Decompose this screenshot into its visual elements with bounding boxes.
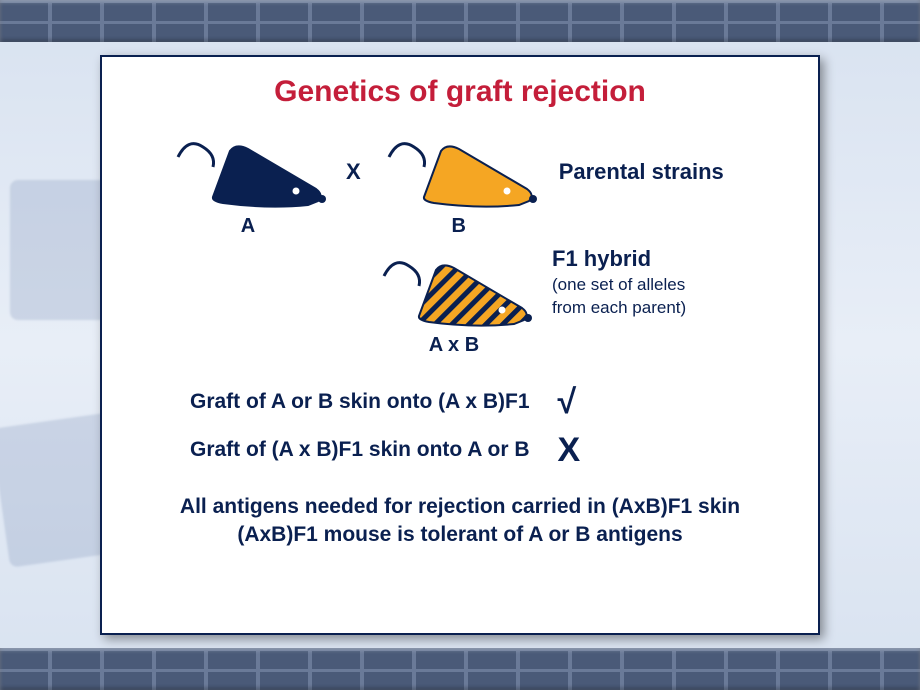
parental-cross-row: A X B Parental strains	[168, 127, 790, 238]
graft-text-1: Graft of A or B skin onto (A x B)F1	[190, 390, 530, 414]
mouse-hybrid-block: A x B	[374, 246, 534, 357]
mouse-eye	[499, 307, 506, 314]
graft-line-2: Graft of (A x B)F1 skin onto A or B X	[190, 433, 790, 467]
mouse-hybrid-label: A x B	[429, 334, 479, 357]
graft-line-1: Graft of A or B skin onto (A x B)F1 √	[190, 385, 790, 419]
mouse-body	[419, 265, 527, 325]
cross-symbol: X	[346, 159, 361, 185]
check-mark-icon: √	[558, 385, 577, 419]
conclusion-block: All antigens needed for rejection carrie…	[130, 493, 790, 550]
mouse-eye	[293, 188, 300, 195]
hybrid-subtext-2: from each parent)	[552, 297, 686, 318]
mouse-a-block: A	[168, 127, 328, 238]
mouse-b-block: B	[379, 127, 539, 238]
mouse-nose	[529, 195, 537, 203]
hybrid-text-block: F1 hybrid (one set of alleles from each …	[552, 246, 686, 319]
mouse-nose	[318, 195, 326, 203]
mouse-tail	[178, 144, 214, 167]
mouse-tail	[384, 263, 420, 286]
hybrid-heading: F1 hybrid	[552, 246, 686, 272]
decorative-brick-top	[0, 0, 920, 42]
decorative-brick-bottom	[0, 648, 920, 690]
mouse-b-icon	[379, 127, 539, 217]
conclusion-line-1: All antigens needed for rejection carrie…	[130, 493, 790, 521]
mouse-tail	[389, 144, 425, 167]
mouse-a-label: A	[241, 215, 255, 238]
slide-panel: Genetics of graft rejection A X B Parent…	[100, 55, 820, 635]
mouse-body	[424, 146, 532, 206]
hybrid-row: A x B F1 hybrid (one set of alleles from…	[374, 246, 790, 357]
graft-text-2: Graft of (A x B)F1 skin onto A or B	[190, 438, 530, 462]
mouse-hybrid-icon	[374, 246, 534, 336]
mouse-eye	[503, 188, 510, 195]
mouse-b-label: B	[451, 215, 465, 238]
mouse-body	[213, 146, 321, 206]
graft-results: Graft of A or B skin onto (A x B)F1 √ Gr…	[130, 385, 790, 467]
x-mark-icon: X	[558, 433, 581, 467]
slide-title: Genetics of graft rejection	[130, 75, 790, 109]
conclusion-line-2: (AxB)F1 mouse is tolerant of A or B anti…	[130, 521, 790, 549]
mouse-nose	[524, 314, 532, 322]
hybrid-subtext-1: (one set of alleles	[552, 274, 686, 295]
mouse-a-icon	[168, 127, 328, 217]
background-decoration	[10, 180, 110, 320]
parental-strains-label: Parental strains	[559, 159, 724, 185]
